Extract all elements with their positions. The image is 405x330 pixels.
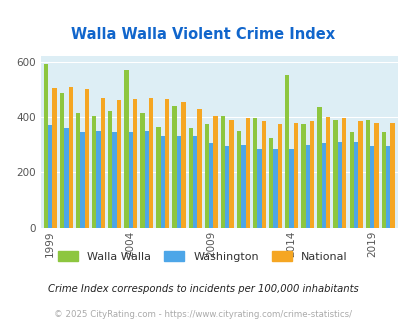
- Bar: [220, 115, 224, 228]
- Bar: [373, 122, 378, 228]
- Bar: [337, 142, 341, 228]
- Bar: [309, 121, 313, 228]
- Bar: [165, 99, 169, 228]
- Bar: [213, 115, 217, 228]
- Bar: [144, 131, 149, 228]
- Bar: [269, 138, 273, 228]
- Bar: [257, 149, 261, 228]
- Bar: [349, 132, 353, 228]
- Bar: [224, 146, 229, 228]
- Bar: [229, 120, 233, 228]
- Bar: [124, 70, 128, 228]
- Bar: [156, 127, 160, 228]
- Bar: [64, 128, 68, 228]
- Bar: [341, 118, 345, 228]
- Bar: [68, 86, 72, 228]
- Bar: [112, 132, 117, 228]
- Bar: [160, 136, 165, 228]
- Bar: [236, 131, 241, 228]
- Legend: Walla Walla, Washington, National: Walla Walla, Washington, National: [55, 248, 350, 266]
- Bar: [92, 115, 96, 228]
- Bar: [289, 149, 293, 228]
- Bar: [204, 124, 209, 228]
- Bar: [188, 128, 192, 228]
- Bar: [52, 88, 57, 228]
- Bar: [252, 118, 257, 228]
- Bar: [117, 100, 121, 228]
- Bar: [181, 102, 185, 228]
- Text: Crime Index corresponds to incidents per 100,000 inhabitants: Crime Index corresponds to incidents per…: [47, 284, 358, 294]
- Bar: [192, 136, 197, 228]
- Bar: [390, 122, 394, 228]
- Bar: [333, 120, 337, 228]
- Bar: [325, 117, 330, 228]
- Bar: [369, 146, 373, 228]
- Bar: [128, 132, 132, 228]
- Bar: [241, 145, 245, 228]
- Bar: [284, 76, 289, 228]
- Bar: [245, 118, 249, 228]
- Bar: [132, 99, 137, 228]
- Bar: [301, 124, 305, 228]
- Bar: [305, 145, 309, 228]
- Bar: [261, 121, 265, 228]
- Bar: [149, 98, 153, 228]
- Bar: [172, 106, 177, 228]
- Bar: [273, 149, 277, 228]
- Bar: [385, 146, 390, 228]
- Bar: [197, 109, 201, 228]
- Bar: [60, 93, 64, 228]
- Bar: [357, 121, 362, 228]
- Bar: [365, 120, 369, 228]
- Bar: [84, 89, 89, 228]
- Bar: [108, 112, 112, 228]
- Bar: [353, 142, 357, 228]
- Text: Walla Walla Violent Crime Index: Walla Walla Violent Crime Index: [71, 27, 334, 42]
- Bar: [76, 113, 80, 228]
- Bar: [277, 124, 281, 228]
- Bar: [140, 113, 144, 228]
- Bar: [100, 98, 105, 228]
- Bar: [48, 125, 52, 228]
- Bar: [321, 143, 325, 228]
- Text: © 2025 CityRating.com - https://www.cityrating.com/crime-statistics/: © 2025 CityRating.com - https://www.city…: [54, 310, 351, 319]
- Bar: [80, 132, 84, 228]
- Bar: [44, 64, 48, 228]
- Bar: [177, 136, 181, 228]
- Bar: [209, 143, 213, 228]
- Bar: [96, 131, 100, 228]
- Bar: [293, 122, 297, 228]
- Bar: [317, 107, 321, 228]
- Bar: [381, 132, 385, 228]
